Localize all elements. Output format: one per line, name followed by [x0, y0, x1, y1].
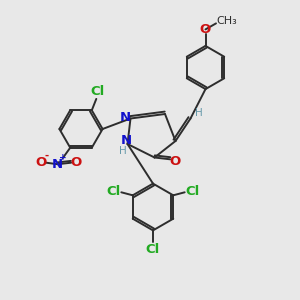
- Text: H: H: [195, 108, 203, 118]
- Text: O: O: [35, 156, 47, 169]
- Text: +: +: [59, 153, 67, 162]
- Text: N: N: [52, 158, 63, 171]
- Text: N: N: [121, 134, 132, 148]
- Text: Cl: Cl: [186, 184, 200, 198]
- Text: Cl: Cl: [90, 85, 104, 98]
- Text: O: O: [70, 156, 82, 169]
- Text: O: O: [170, 154, 181, 168]
- Text: N: N: [119, 111, 131, 124]
- Text: Cl: Cl: [106, 184, 120, 198]
- Text: H: H: [119, 146, 127, 156]
- Text: O: O: [200, 23, 211, 36]
- Text: Cl: Cl: [146, 243, 160, 256]
- Text: CH₃: CH₃: [217, 16, 238, 26]
- Text: -: -: [44, 151, 49, 161]
